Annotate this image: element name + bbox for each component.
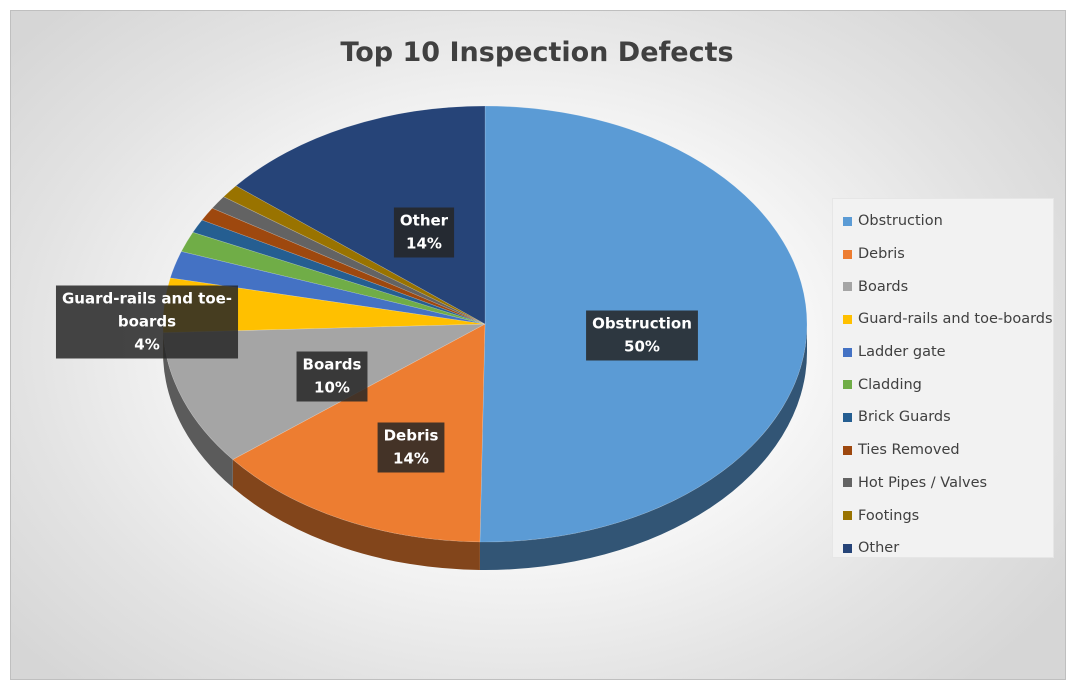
pie-chart: Obstruction 50% Debris 14% Boards 10% Guard-ra… — [55, 37, 808, 570]
pie-slice-ties-removed[interactable] — [201, 207, 486, 325]
data-label-box — [393, 207, 455, 258]
pie-slice-footings[interactable] — [223, 185, 486, 325]
data-label-name: Other — [400, 212, 449, 230]
legend-item-cladding[interactable]: Cladding — [843, 368, 1053, 401]
data-label-value: 10% — [314, 379, 350, 397]
legend-swatch — [843, 445, 852, 455]
legend-item-ladder-gate[interactable]: Ladder gate — [843, 336, 1053, 369]
legend-label: Boards — [858, 278, 909, 295]
legend-label: Guard-rails and toe-boards — [858, 311, 1053, 328]
legend-item-hot-pipes-valves[interactable]: Hot Pipes / Valves — [843, 467, 1053, 500]
legend-label: Ties Removed — [858, 442, 960, 459]
legend-swatch — [843, 543, 852, 553]
pie-slice-brick-guards[interactable] — [192, 219, 486, 325]
data-label-box — [55, 285, 239, 359]
data-label-obstruction: Obstruction 50% — [586, 310, 698, 361]
legend-item-boards[interactable]: Boards — [843, 270, 1053, 303]
data-label-value: 14% — [393, 450, 429, 468]
data-label-guard-rails-and-toe-boards: Guard-rails and toe-boards 4% — [55, 285, 239, 359]
data-label-value: 4% — [134, 336, 159, 354]
legend-item-debris[interactable]: Debris — [843, 238, 1053, 271]
data-label-box — [296, 351, 368, 402]
legend-item-footings[interactable]: Footings — [843, 499, 1053, 532]
data-label-name: Guard-rails and toe- — [62, 290, 232, 308]
legend-label: Cladding — [858, 376, 922, 393]
chart-area[interactable]: Obstruction 50% Debris 14% Boards 10% Guard-ra… — [10, 10, 1066, 680]
legend-label: Obstruction — [858, 213, 943, 230]
data-label-name: Obstruction — [592, 315, 692, 333]
legend-item-guard-rails-and-toe-boards[interactable]: Guard-rails and toe-boards — [843, 303, 1053, 336]
data-label-box — [586, 310, 698, 361]
data-label-name: Boards — [303, 356, 362, 374]
data-label-box — [377, 422, 445, 473]
pie-slice-cladding[interactable] — [180, 231, 486, 325]
data-label-value: 14% — [406, 235, 442, 253]
pie-side-boards — [163, 332, 233, 488]
pie-side-obstruction — [479, 324, 807, 570]
legend-label: Debris — [858, 246, 905, 263]
pie-top — [162, 105, 808, 543]
legend-label: Other — [858, 540, 900, 557]
data-label-value: 50% — [624, 338, 660, 356]
legend-label: Footings — [858, 507, 920, 524]
legend-label: Hot Pipes / Valves — [858, 474, 988, 491]
legend-swatch — [843, 347, 852, 357]
legend-item-other[interactable]: Other — [843, 532, 1053, 565]
legend-item-brick-guards[interactable]: Brick Guards — [843, 401, 1053, 434]
data-label-name: boards — [118, 313, 176, 331]
data-labels: Obstruction 50% Debris 14% Boards 10% Guard-ra… — [55, 207, 698, 473]
legend-item-obstruction[interactable]: Obstruction — [843, 205, 1053, 238]
data-label-other: Other 14% — [393, 207, 455, 258]
data-label-debris: Debris 14% — [377, 422, 445, 473]
legend[interactable]: Obstruction Debris Boards Guard-rails and t… — [832, 198, 1054, 558]
legend-label: Ladder gate — [858, 344, 946, 361]
legend-label: Brick Guards — [858, 409, 951, 426]
legend-swatch — [843, 511, 852, 521]
pie-side-debris — [232, 459, 480, 570]
pie-slice-other[interactable] — [235, 105, 486, 325]
data-label-name: Debris — [384, 427, 439, 445]
legend-swatch — [843, 249, 852, 259]
legend-swatch — [843, 314, 852, 324]
legend-swatch — [843, 412, 852, 422]
legend-swatch — [843, 282, 852, 292]
legend-swatch — [843, 380, 852, 390]
chart-title: Top 10 Inspection Defects — [340, 37, 733, 68]
legend-swatch — [843, 478, 852, 488]
legend-swatch — [843, 216, 852, 226]
data-label-boards: Boards 10% — [296, 351, 368, 402]
pie-slice-ladder-gate[interactable] — [169, 251, 486, 325]
pie-slice-debris[interactable] — [232, 323, 486, 543]
legend-item-ties-removed[interactable]: Ties Removed — [843, 434, 1053, 467]
pie-slice-hot-pipes-valves[interactable] — [211, 196, 486, 325]
